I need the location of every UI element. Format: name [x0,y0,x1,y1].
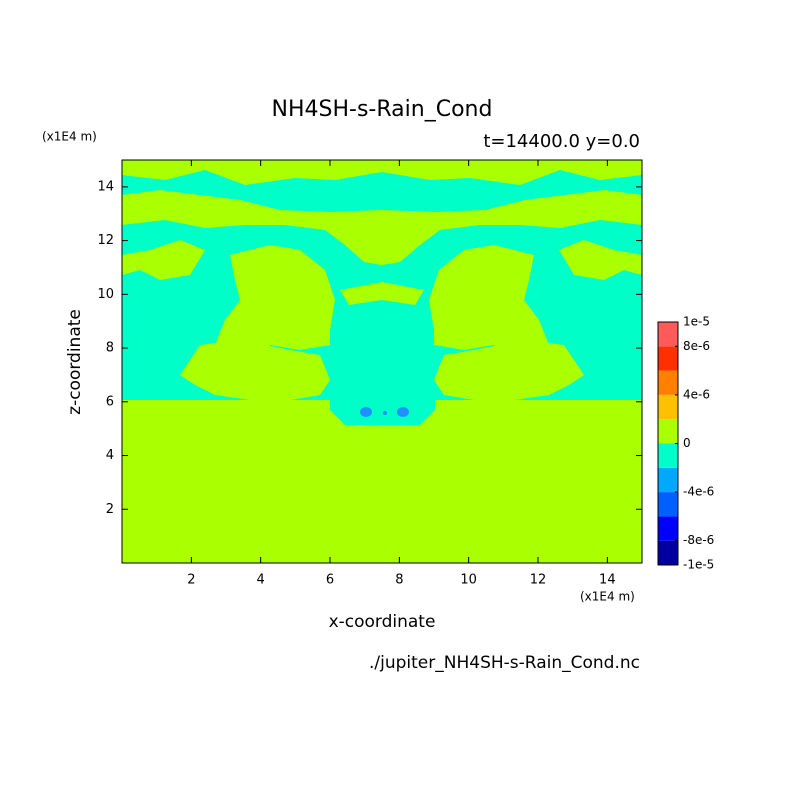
colorbar-band [658,443,678,468]
plot-frame [121,159,643,564]
y-tick-label: 2 [106,502,114,517]
x-unit: (x1E4 m) [580,590,635,604]
colorbar-label: 1e-5 [683,315,710,329]
field-region [122,240,205,280]
y-tick-label: 6 [106,394,114,409]
x-tick-label: 8 [395,573,403,588]
field-region [215,245,335,360]
y-tick-label: 4 [106,448,114,463]
chart-subtitle: t=14400.0 y=0.0 [483,131,640,152]
y-tick-label: 14 [97,179,114,194]
colorbar-band [658,370,678,395]
x-tick-label: 14 [599,573,616,588]
colorbar-band [658,394,678,420]
field-region [559,240,642,280]
colorbar-band [658,419,678,444]
y-tick-label: 12 [97,233,114,248]
colorbar-band [658,467,678,493]
x-tick-label: 12 [530,573,547,588]
field-region [122,190,642,265]
colorbar-band [658,322,678,347]
x-tick-label: 10 [460,573,477,588]
colorbar-band [658,346,678,371]
footer: ./jupiter_NH4SH-s-Rain_Cond.nc [369,653,640,673]
colorbar-label: -8e-6 [683,533,714,547]
colorbar-band [658,516,678,541]
colorbar-band [658,492,678,517]
field-region [429,245,549,360]
contour-field [122,160,642,563]
colorbar-label: 4e-6 [683,387,710,401]
field-region [383,411,387,415]
colorbar-label: -4e-6 [683,485,714,499]
colorbar-band [658,540,678,565]
y-axis-label: z-coordinate [65,309,85,415]
field-region [340,282,424,305]
y-unit: (x1E4 m) [42,130,97,144]
colorbar-label: 0 [683,436,691,450]
field-region [122,160,642,185]
x-tick-label: 6 [326,573,334,588]
colorbar-label: 8e-6 [683,339,710,353]
field-region [360,407,372,417]
field-region [330,330,435,425]
field-region [180,340,330,400]
y-tick-label: 10 [97,287,114,302]
x-tick-label: 2 [187,573,195,588]
x-tick-label: 4 [257,573,265,588]
field-region [434,340,584,400]
field-region [397,407,409,417]
x-axis-label: x-coordinate [329,612,436,632]
chart-title: NH4SH-s-Rain_Cond [272,97,493,122]
y-tick-label: 8 [106,341,114,356]
colorbar-label: -1e-5 [683,558,714,572]
